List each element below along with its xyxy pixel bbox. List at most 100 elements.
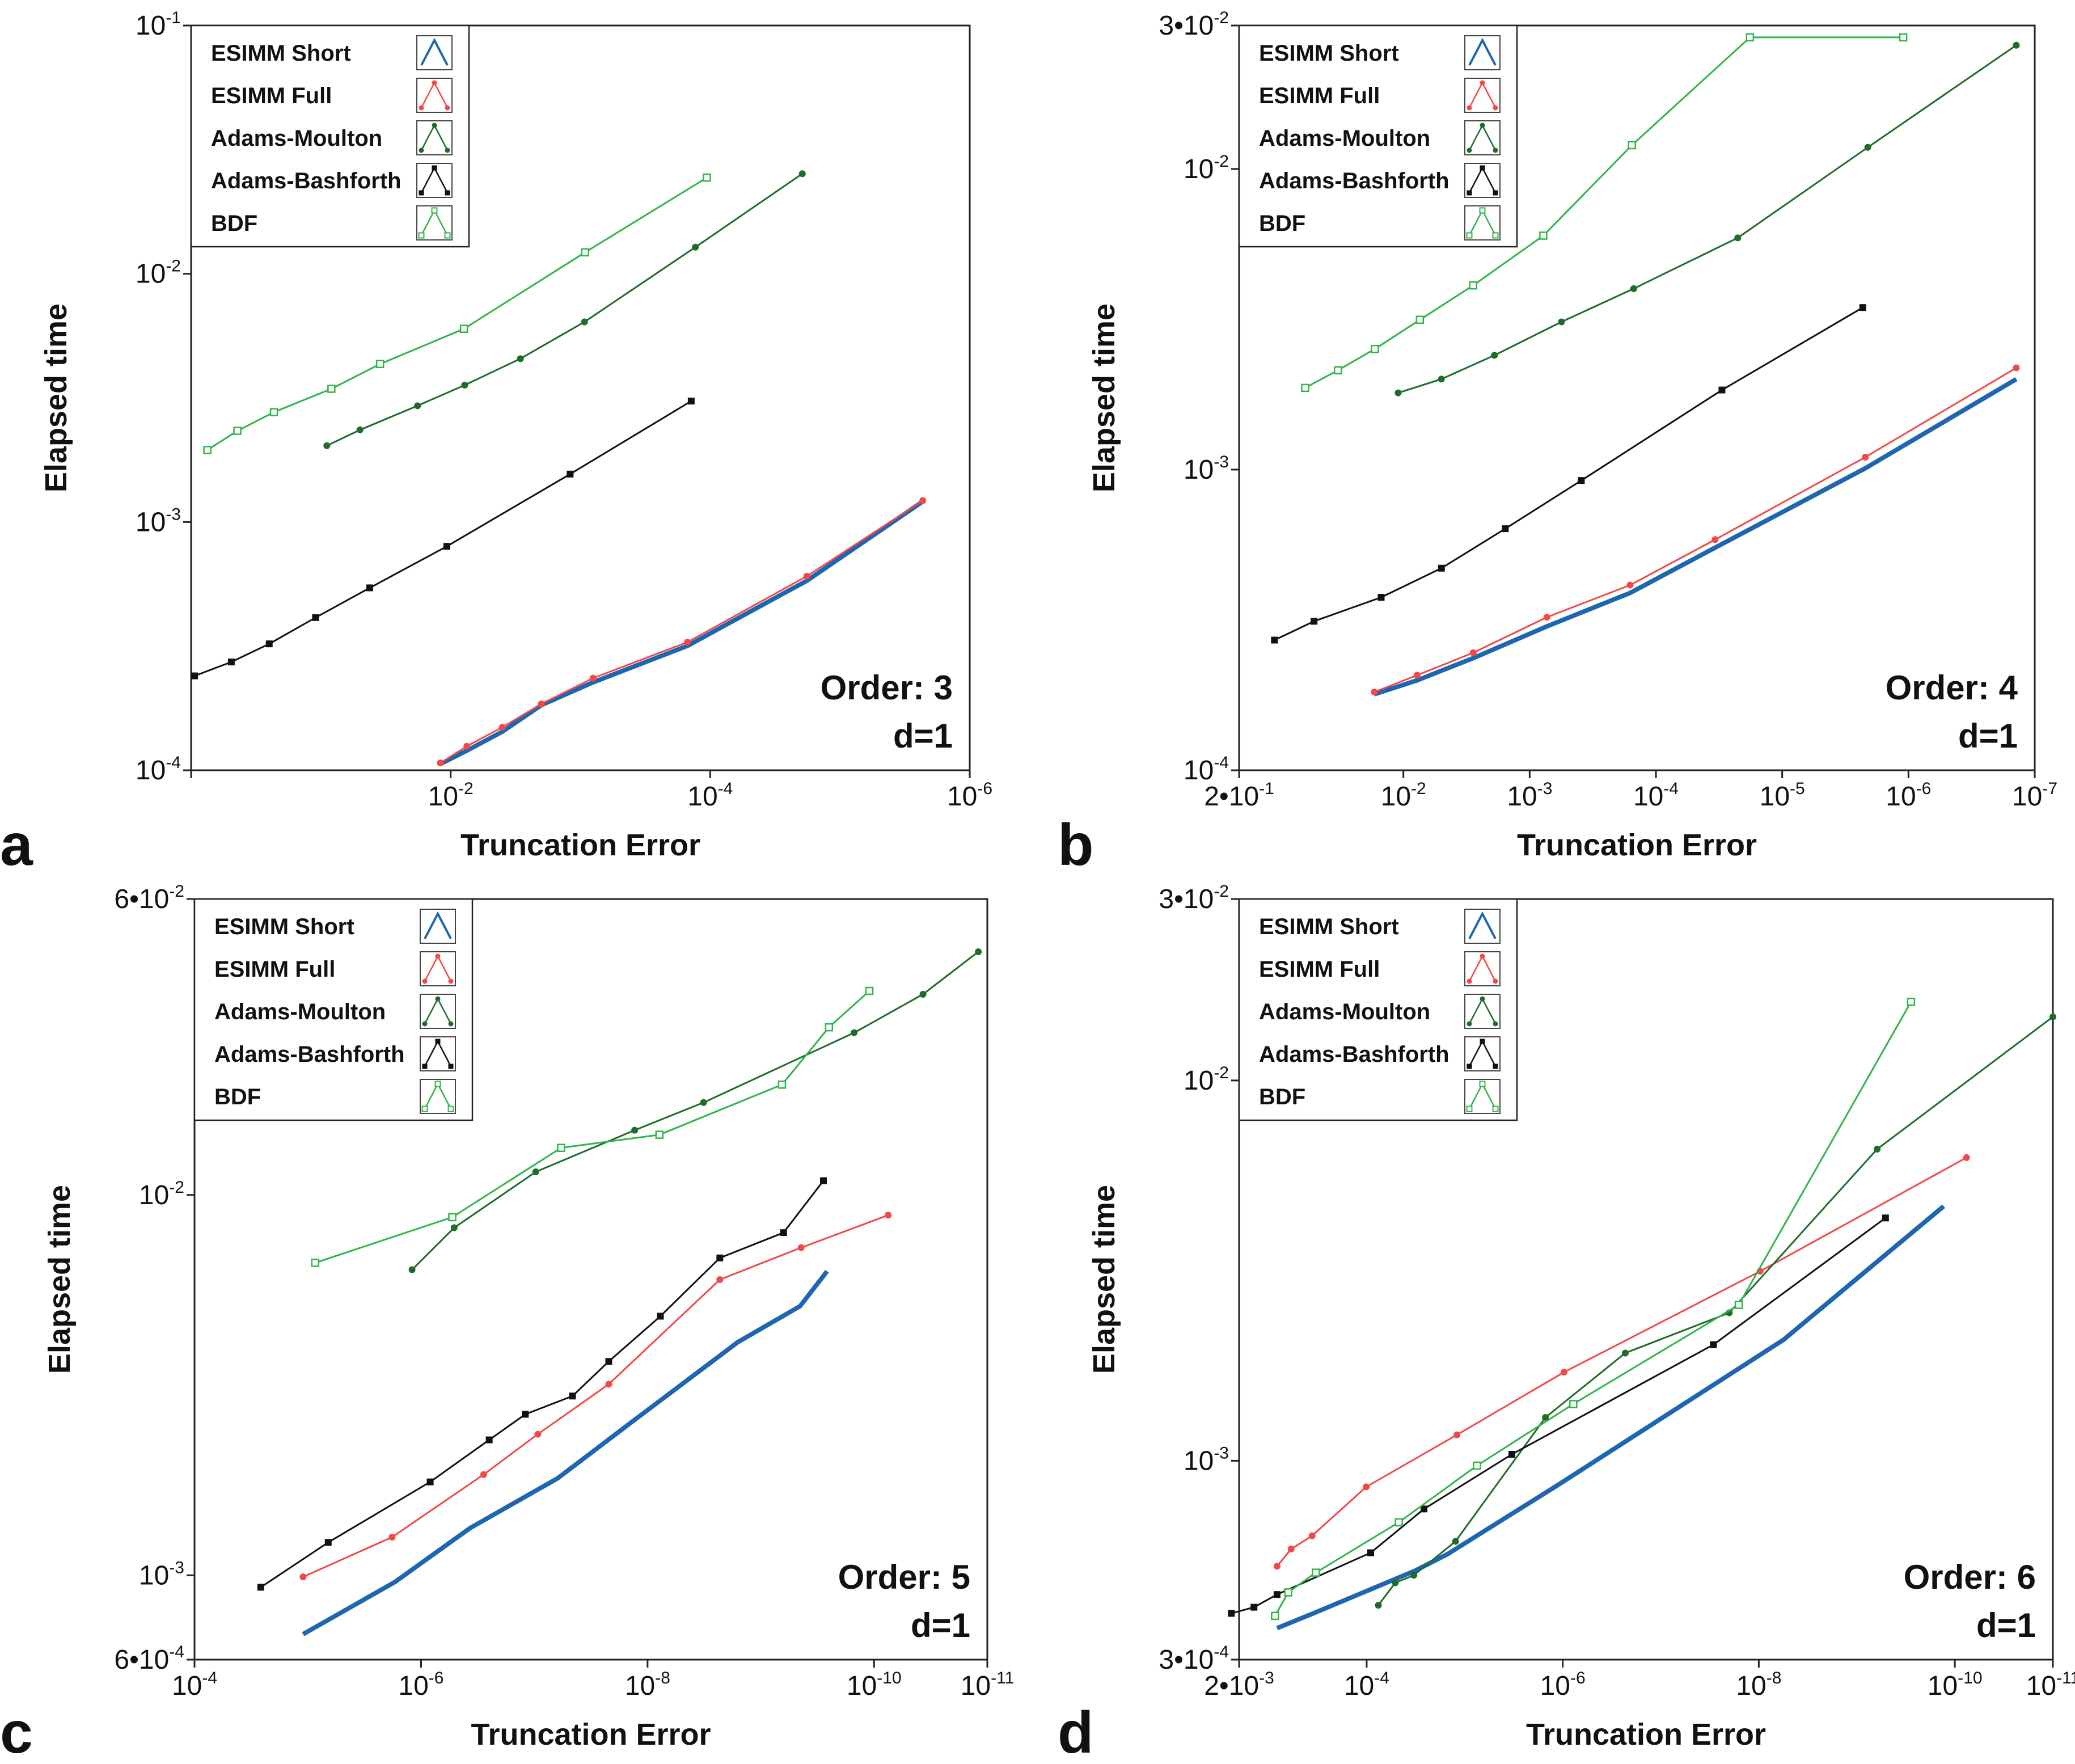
y-tick-label: 10-2 — [1184, 152, 1229, 184]
data-point — [919, 497, 927, 504]
y-tick-label: 10-3 — [136, 505, 181, 537]
y-axis-label: Elapsed time — [1087, 303, 1121, 492]
legend-marker — [421, 1105, 428, 1112]
plot-frame — [190, 24, 971, 771]
data-point — [1710, 1341, 1717, 1348]
data-point — [1508, 1450, 1516, 1458]
legend-marker — [1467, 147, 1472, 153]
series-line-bdf — [206, 176, 708, 451]
order-annotation: Order: 3 — [821, 669, 953, 707]
y-tick-label: 10-2 — [139, 1178, 184, 1210]
y-tick-label: 6•10-4 — [114, 1643, 184, 1675]
legend-label: ESIMM Short — [214, 914, 354, 939]
legend-marker — [1492, 232, 1499, 239]
data-point — [443, 543, 450, 550]
y-tick-label: 6•10-2 — [114, 882, 184, 914]
data-point — [1491, 352, 1498, 359]
data-point — [1621, 1349, 1629, 1357]
data-point — [1539, 231, 1548, 240]
data-point — [780, 1229, 787, 1237]
x-tick-label: 10-6 — [398, 1669, 443, 1701]
legend-marker — [1480, 996, 1485, 1002]
data-point — [1363, 1483, 1370, 1491]
data-point — [1578, 477, 1585, 484]
y-tick-label: 10-3 — [1184, 1444, 1229, 1476]
legend-swatch-esimm-short — [1468, 37, 1497, 66]
data-point — [1746, 33, 1755, 42]
data-point — [203, 446, 212, 454]
data-point — [534, 1430, 542, 1438]
legend-label: ESIMM Full — [1259, 83, 1380, 108]
legend-swatch-esimm-short — [424, 911, 452, 939]
series-line-esimm-full — [1374, 367, 2017, 693]
legend-label: Adams-Bashforth — [1259, 1042, 1449, 1067]
y-axis-label: Elapsed time — [1087, 1185, 1121, 1374]
order-annotation: Order: 4 — [1886, 669, 2018, 707]
data-point — [1452, 1538, 1459, 1545]
legend-marker — [1466, 232, 1473, 239]
x-tick-label: 2•10-1 — [1204, 779, 1274, 812]
legend-label: ESIMM Short — [211, 41, 351, 66]
data-point — [1271, 1611, 1279, 1620]
x-tick-label: 10-10 — [847, 1669, 902, 1701]
series-line-esimm-short — [439, 499, 924, 766]
series-line-adams-bashforth — [260, 1180, 825, 1588]
data-point — [233, 427, 242, 435]
panel-letter: c — [0, 1700, 33, 1764]
x-tick-label: 10-2 — [1381, 779, 1426, 812]
legend-label: Adams-Moulton — [214, 999, 386, 1024]
data-point — [1862, 454, 1869, 461]
series-line-esimm-full — [302, 1214, 889, 1578]
data-point — [692, 243, 699, 251]
legend-marker — [1467, 1064, 1472, 1069]
legend-marker — [422, 978, 428, 984]
data-point — [687, 398, 695, 405]
legend-marker — [422, 1021, 428, 1027]
data-point — [1410, 1572, 1418, 1579]
series-line-adams-bashforth — [1231, 1217, 1886, 1614]
series-line-adams-moulton — [411, 951, 979, 1271]
data-point — [825, 1023, 834, 1032]
series-line-adams-bashforth — [1274, 306, 1863, 641]
y-tick-label: 10-4 — [136, 753, 181, 786]
data-point — [605, 1358, 612, 1365]
legend-marker — [435, 1039, 441, 1044]
legend-marker — [445, 190, 450, 196]
legend-marker — [1480, 80, 1485, 86]
data-point — [408, 1266, 416, 1273]
panel-letter: a — [0, 812, 33, 878]
x-tick-label: 10-6 — [947, 779, 992, 812]
x-tick-label: 10-11 — [2026, 1669, 2075, 1701]
data-point — [851, 1029, 858, 1036]
data-point — [1542, 1414, 1549, 1421]
x-tick-label: 10-6 — [1886, 779, 1931, 812]
data-point — [1907, 997, 1916, 1006]
data-point — [557, 1143, 565, 1152]
data-point — [700, 1099, 707, 1106]
data-point — [1375, 1602, 1382, 1609]
data-point — [1273, 1591, 1281, 1598]
legend-marker — [422, 1064, 428, 1069]
legend-label: ESIMM Short — [1259, 914, 1399, 939]
legend-marker — [1480, 1039, 1485, 1044]
data-point — [1711, 536, 1719, 543]
legend-label: BDF — [214, 1084, 261, 1109]
chart-panel-b: 2•10-1 10-2 10-3 10-4 10-5 10-6 10-7 3•10-2 10-2… — [1058, 9, 2057, 878]
data-point — [191, 672, 198, 680]
legend-label: ESIMM Full — [211, 83, 332, 108]
legend-marker — [1467, 105, 1472, 111]
data-point — [1558, 318, 1565, 326]
data-point — [919, 990, 927, 998]
legend-label: BDF — [1259, 1084, 1305, 1109]
legend-swatch-esimm-short — [1468, 911, 1497, 939]
legend-marker — [448, 1021, 454, 1027]
x-tick-label: 10-11 — [961, 1669, 1015, 1701]
data-point — [1569, 1400, 1578, 1408]
x-tick-label: 10-7 — [2012, 779, 2057, 812]
data-point — [803, 572, 810, 580]
data-point — [1392, 1579, 1399, 1586]
plot-frame — [1238, 898, 2054, 1661]
y-tick-label: 3•10-2 — [1159, 882, 1229, 914]
data-point — [975, 948, 982, 955]
